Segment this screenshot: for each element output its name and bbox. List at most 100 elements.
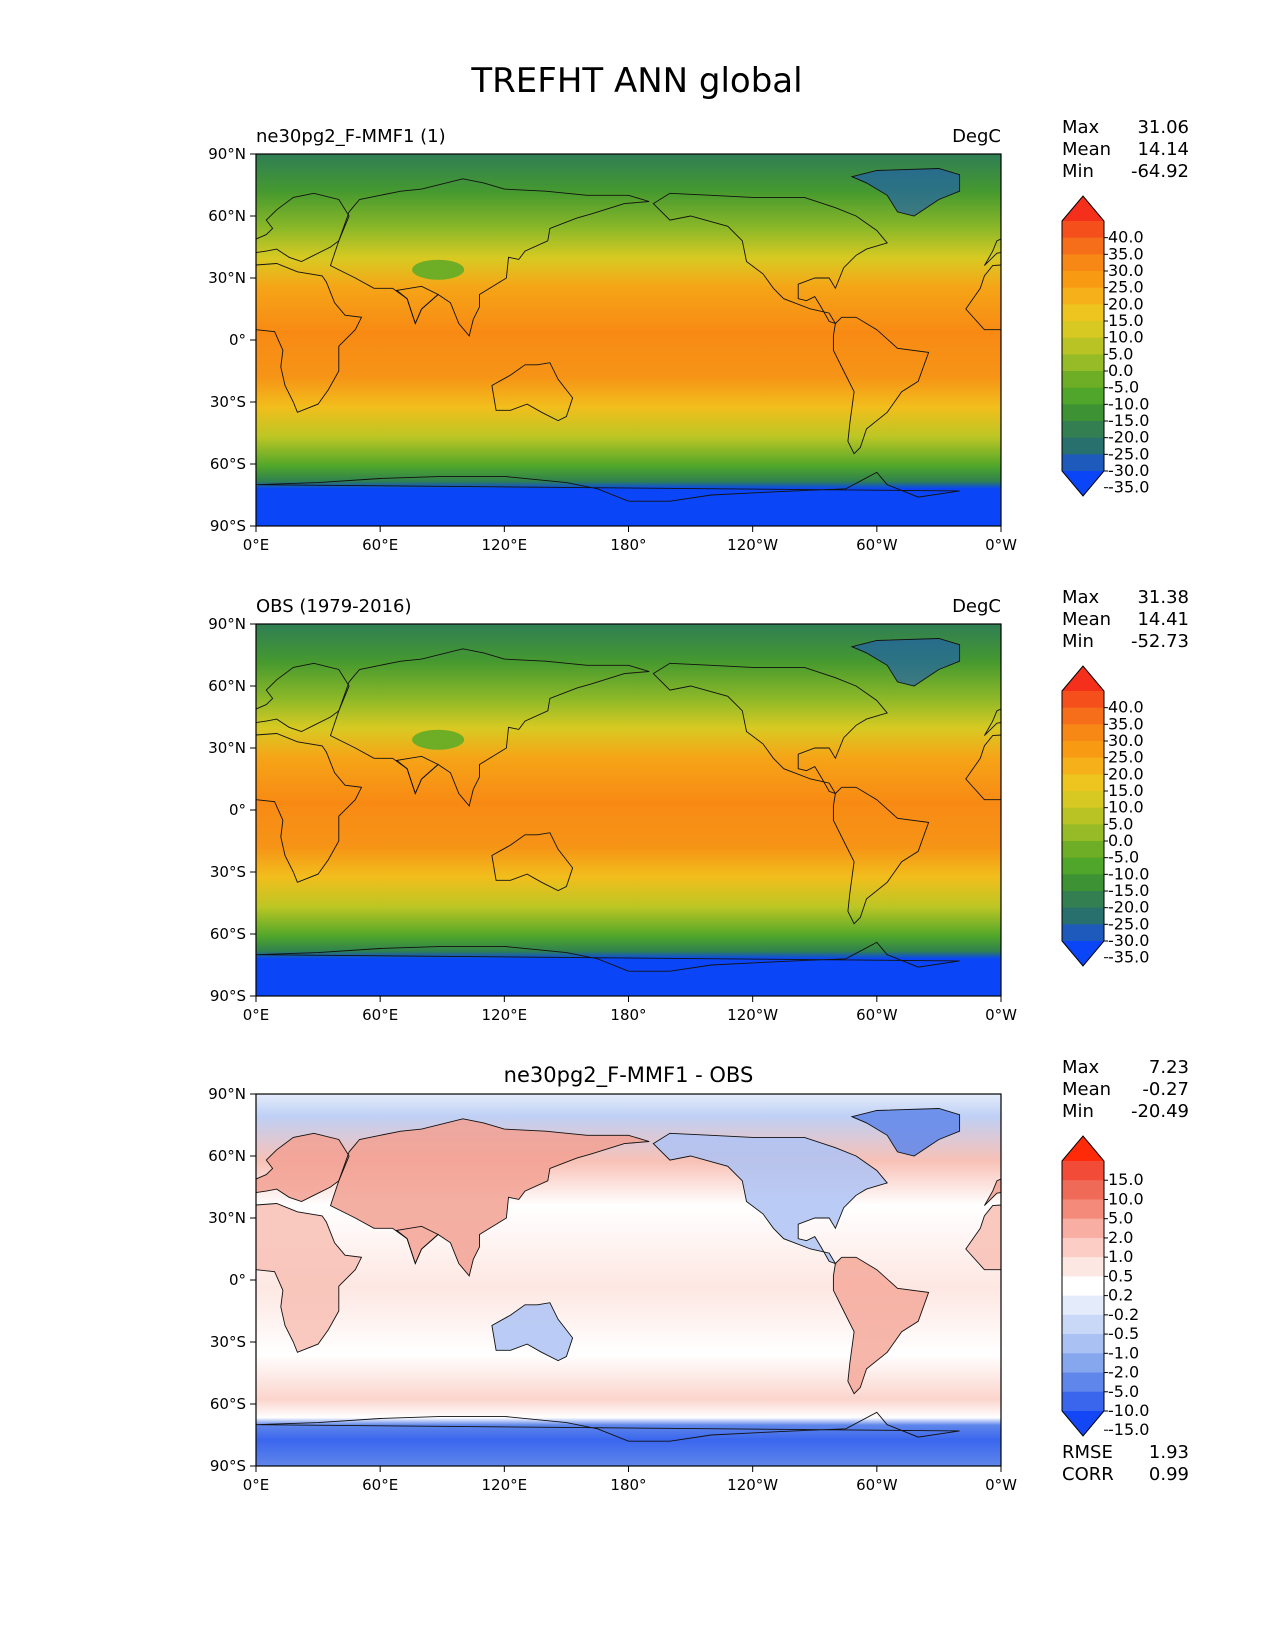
lat-tick-label: 90°N: [208, 1085, 246, 1103]
stat-value: 14.14: [1137, 139, 1189, 160]
land-greenland: [852, 638, 960, 686]
colorbar-band: [1062, 1353, 1104, 1374]
land-india: [396, 1226, 439, 1264]
lon-tick-label: 0°W: [985, 1006, 1017, 1024]
lon-tick-label: 120°W: [727, 1476, 778, 1494]
lat-tick-label: 90°N: [208, 615, 246, 633]
colorbar-tick-label: -10.0: [1108, 394, 1149, 413]
coastlines: [256, 168, 1001, 502]
figure-title: TREFHT ANN global: [470, 61, 802, 101]
colorbar-tick-label: -5.0: [1108, 848, 1139, 867]
lon-tick-label: 60°E: [362, 536, 398, 554]
lat-tick-label: 60°N: [208, 677, 246, 695]
land-australia: [491, 1302, 573, 1361]
colorbar-tick-label: 15.0: [1108, 781, 1144, 800]
colorbar-band: [1062, 371, 1104, 389]
coast-australia: [491, 362, 574, 422]
colorbar-band: [1062, 1391, 1104, 1412]
coast-africa: [256, 733, 1001, 883]
colorbar-band: [1062, 304, 1104, 322]
colorbar-tick-label: 30.0: [1108, 731, 1144, 750]
colorbar-tick-label: -10.0: [1108, 1401, 1149, 1420]
colorbar-tick-label: 5.0: [1108, 814, 1133, 833]
colorbar-tick-label: -35.0: [1108, 478, 1149, 497]
colorbar-band: [1062, 1218, 1104, 1239]
lat-tick-label: 60°S: [210, 925, 246, 943]
colorbar-band: [1062, 741, 1104, 759]
coast-africa: [256, 1203, 1001, 1353]
coast-samerica: [832, 786, 930, 925]
colorbar-tick-label: 15.0: [1108, 1170, 1144, 1189]
colorbar-band: [1062, 404, 1104, 422]
colorbar-band: [1062, 237, 1104, 255]
lat-tick-label: 0°: [229, 331, 246, 349]
colorbar-tick-label: -20.0: [1108, 898, 1149, 917]
colorbar-band: [1062, 891, 1104, 909]
colorbar-band: [1062, 841, 1104, 859]
colorbar-band: [1062, 691, 1104, 709]
coast-namerica: [652, 1132, 888, 1265]
lat-tick-label: 90°S: [210, 987, 246, 1005]
colorbar-tick-label: -0.5: [1108, 1324, 1139, 1343]
lon-tick-label: 0°W: [985, 1476, 1017, 1494]
colorbar-band: [1062, 354, 1104, 372]
colorbar-tick-label: -15.0: [1108, 411, 1149, 430]
stat-label: Max: [1062, 117, 1100, 138]
coast-antarctica: [256, 941, 960, 972]
lon-tick-label: 180°: [610, 1006, 646, 1024]
stat-label: Min: [1062, 161, 1094, 182]
colorbar-tick-label: 1.0: [1108, 1247, 1133, 1266]
coast-greenland: [850, 168, 961, 217]
lat-tick-label: 60°S: [210, 455, 246, 473]
land-greenland: [852, 168, 960, 216]
colorbar-tick-label: 10.0: [1108, 798, 1144, 817]
map-field: [256, 1094, 1001, 1466]
colorbar-band: [1062, 1276, 1104, 1297]
colorbar-band: [1062, 221, 1104, 239]
colorbar: 15.010.05.02.01.00.50.2-0.2-0.5-1.0-2.0-…: [1061, 1135, 1149, 1439]
stat-label: RMSE: [1062, 1442, 1113, 1463]
lat-tick-label: 30°S: [210, 393, 246, 411]
colorbar: 40.035.030.025.020.015.010.05.00.0-5.0-1…: [1061, 665, 1149, 967]
coast-australia: [491, 832, 574, 892]
stat-label: Mean: [1062, 1079, 1111, 1100]
colorbar-band: [1062, 791, 1104, 809]
colorbar-band: [1062, 857, 1104, 875]
colorbar-band: [1062, 907, 1104, 925]
colorbar-extend-min: [1062, 471, 1104, 496]
coast-india: [395, 755, 439, 795]
lon-tick-label: 120°E: [482, 1006, 528, 1024]
stat-value: 7.23: [1149, 1057, 1189, 1078]
coast-greenland: [850, 638, 961, 687]
panels: 90°N60°N30°N0°30°S60°S90°S0°E 60°E 120°E 18…: [208, 117, 1189, 1494]
lat-tick-label: 60°N: [208, 1147, 246, 1165]
land-namerica: [653, 1133, 888, 1264]
stat-label: Mean: [1062, 609, 1111, 630]
lat-tick-label: 30°S: [210, 1333, 246, 1351]
lat-tick-label: 60°S: [210, 1395, 246, 1413]
lon-tick-label: 60°E: [362, 1476, 398, 1494]
colorbar-tick-label: 10.0: [1108, 328, 1144, 347]
colorbar-band: [1062, 1314, 1104, 1335]
stat-label: Max: [1062, 1057, 1100, 1078]
colorbar-band: [1062, 1180, 1104, 1200]
lon-tick-label: 180°: [610, 536, 646, 554]
lon-tick-label: 0°W: [985, 536, 1017, 554]
lat-tick-label: 30°S: [210, 863, 246, 881]
colorbar-tick-label: 5.0: [1108, 1209, 1133, 1228]
colorbar-band: [1062, 421, 1104, 439]
panel-obs: 90°N 60°N 30°N 0° 30°S 60°S 90°S0°E 60°E 120°E 18…: [208, 587, 1189, 1024]
stat-label: Min: [1062, 1101, 1094, 1122]
lat-tick-label: 90°N: [208, 145, 246, 163]
lat-tick-label: 60°N: [208, 207, 246, 225]
colorbar-tick-label: 30.0: [1108, 261, 1144, 280]
colorbar-tick-label: 40.0: [1108, 228, 1144, 247]
colorbar-extend-min: [1062, 941, 1104, 966]
coast-africa: [256, 263, 1001, 413]
lon-tick-label: 60°E: [362, 1006, 398, 1024]
colorbar-band: [1062, 1237, 1104, 1258]
lat-tick-label: 90°S: [210, 517, 246, 535]
colorbar-band: [1062, 337, 1104, 355]
colorbar-tick-label: 0.2: [1108, 1286, 1133, 1305]
colorbar-tick-label: 20.0: [1108, 294, 1144, 313]
